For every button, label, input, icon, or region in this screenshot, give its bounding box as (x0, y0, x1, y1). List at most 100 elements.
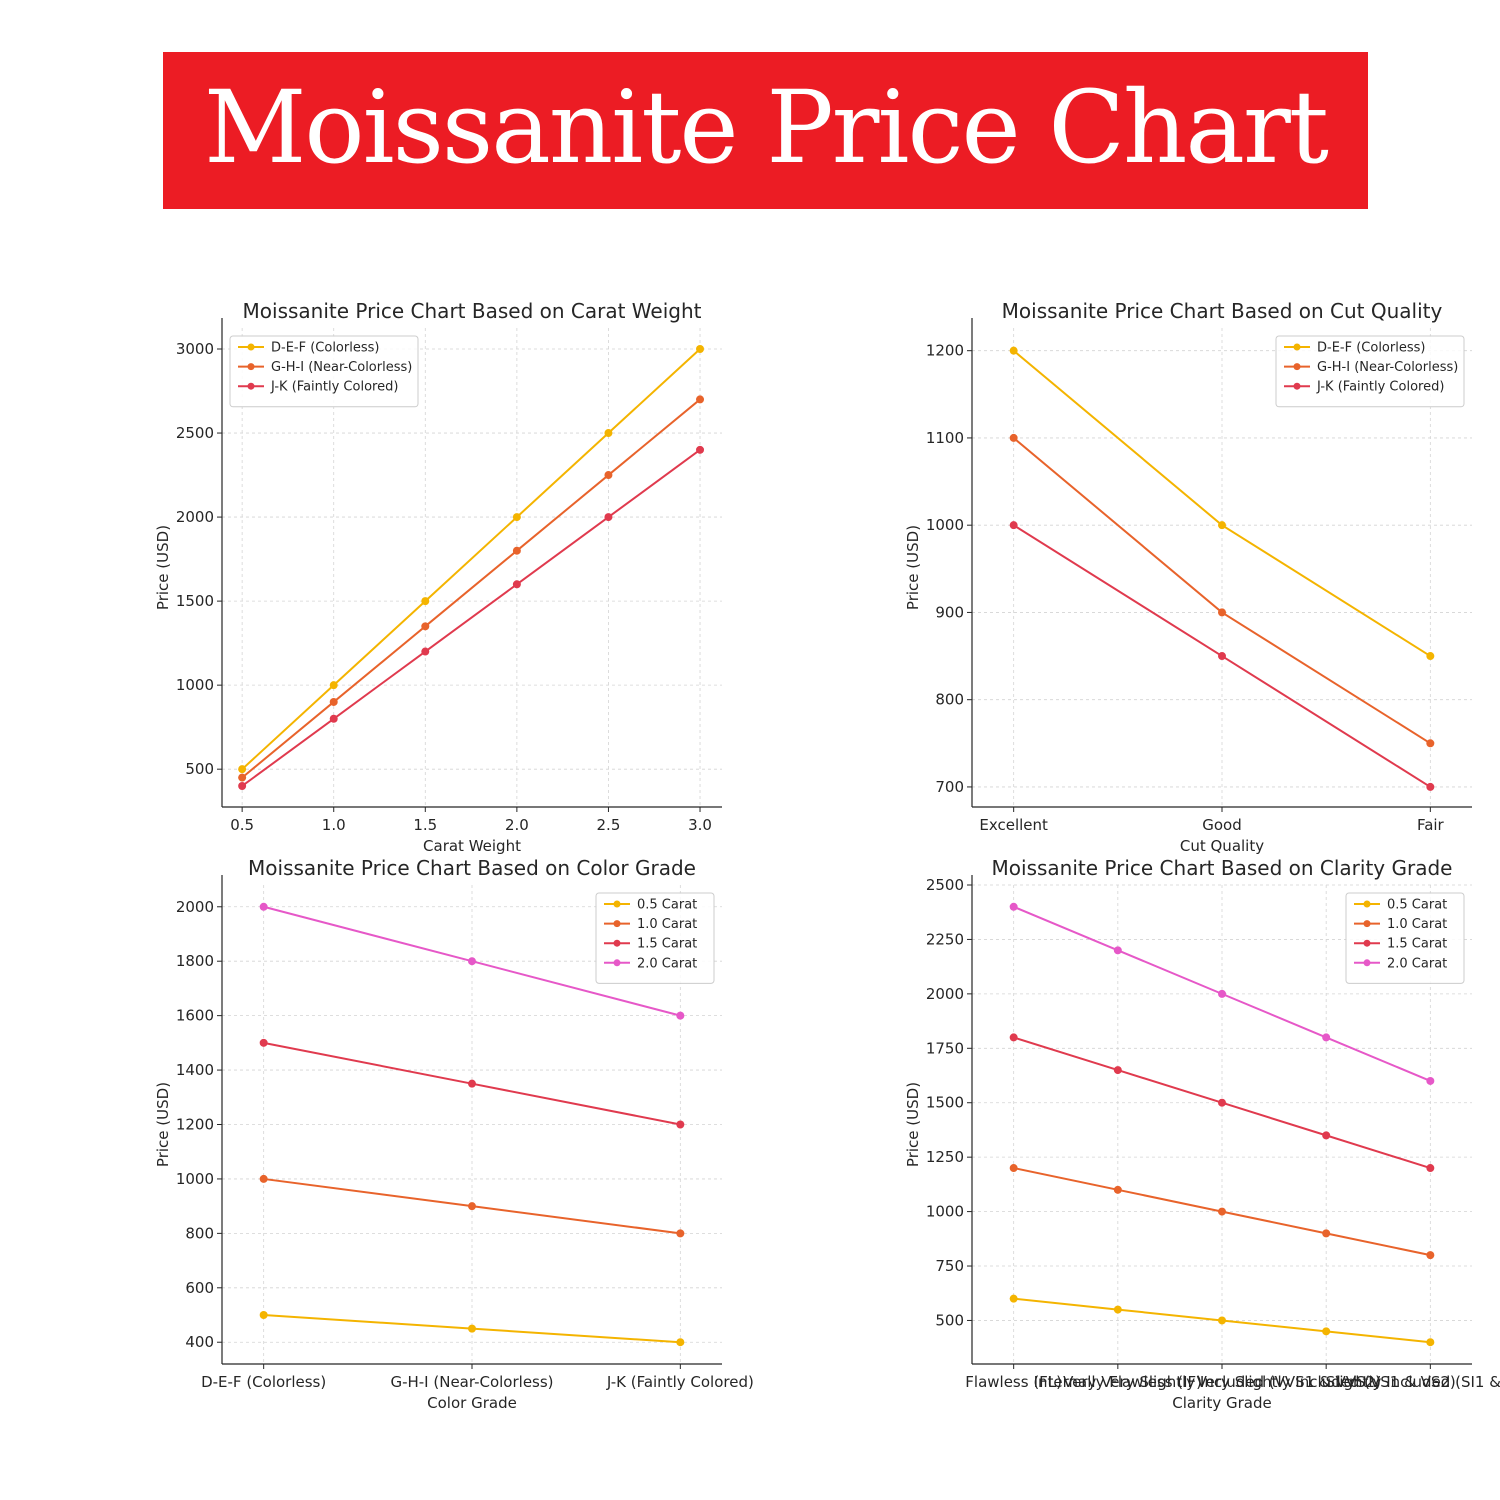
chart-legend: 0.5 Carat 1.0 Carat 1.5 Carat 2.0 Carat (595, 892, 715, 984)
y-tick-label: 3000 (176, 340, 214, 358)
legend-marker (613, 920, 621, 928)
data-point (1426, 1251, 1435, 1260)
x-tick-label: J-K (Faintly Colored) (606, 1373, 754, 1391)
data-point (1009, 1033, 1018, 1042)
x-axis-label: Clarity Grade (1172, 1394, 1271, 1412)
x-tick-label: 1.5 (413, 816, 437, 834)
data-point (1322, 1229, 1331, 1238)
legend-label: D-E-F (Colorless) (1317, 341, 1425, 356)
y-axis-label: Price (USD) (904, 1082, 922, 1167)
chart-title: Moissanite Price Chart Based on Color Gr… (248, 856, 696, 880)
data-point (1113, 946, 1122, 955)
data-point (676, 1338, 685, 1347)
y-tick-label: 900 (935, 603, 964, 621)
data-point (1009, 346, 1018, 355)
legend-marker (613, 959, 621, 967)
legend-label: G-H-I (Near-Colorless) (271, 360, 412, 375)
legend-marker (1363, 959, 1371, 967)
x-axis-label: Color Grade (427, 1394, 517, 1412)
data-point (1113, 1185, 1122, 1194)
chart-legend: D-E-F (Colorless) G-H-I (Near-Colorless) J… (1275, 335, 1465, 408)
data-point (1218, 1316, 1226, 1325)
legend-label: 2.0 Carat (637, 956, 697, 971)
y-tick-label: 2000 (176, 898, 214, 916)
y-tick-label: 750 (935, 1257, 964, 1275)
data-point (512, 546, 521, 555)
x-tick-label: 0.5 (230, 816, 254, 834)
carat-weight-chart: Moissanite Price Chart Based on Carat We… (154, 299, 722, 855)
x-tick-label: 2.0 (505, 816, 529, 834)
data-point (421, 622, 430, 631)
title-banner: Moissanite Price Chart (163, 52, 1368, 209)
y-tick-label: 700 (935, 778, 964, 796)
data-point (259, 1174, 268, 1183)
data-point (1322, 1131, 1331, 1140)
y-tick-label: 800 (185, 1224, 214, 1242)
data-point (1218, 989, 1226, 998)
data-point (676, 1120, 685, 1129)
y-tick-label: 1000 (926, 1203, 964, 1221)
data-point (1426, 652, 1435, 661)
data-point (238, 781, 247, 790)
legend-marker (1363, 920, 1371, 928)
chart-legend: 0.5 Carat 1.0 Carat 1.5 Carat 2.0 Carat (1345, 892, 1465, 984)
data-point (512, 580, 521, 589)
legend-box (1275, 335, 1465, 408)
data-point (1218, 652, 1226, 661)
legend-label: J-K (Faintly Colored) (270, 380, 398, 395)
x-tick-label: Very Slightly Included (VS1 & VS2) (1197, 1373, 1456, 1391)
legend-label: 0.5 Carat (1387, 898, 1447, 913)
data-point (329, 681, 338, 690)
series-line (241, 348, 701, 770)
data-point (1218, 1098, 1226, 1107)
y-tick-label: 1500 (176, 592, 214, 610)
legend-label: 1.0 Carat (1387, 917, 1447, 932)
y-tick-label: 1250 (926, 1148, 964, 1166)
legend-marker (247, 343, 255, 351)
data-point (259, 1038, 268, 1047)
y-tick-label: 600 (185, 1279, 214, 1297)
y-tick-label: 1400 (176, 1061, 214, 1079)
legend-label: 2.0 Carat (1387, 956, 1447, 971)
data-point (696, 445, 705, 454)
data-point (1218, 521, 1226, 530)
cut-quality-chart: Moissanite Price Chart Based on Cut Qual… (904, 299, 1472, 855)
data-point (512, 513, 521, 522)
x-tick-label: 3.0 (688, 816, 712, 834)
legend-marker (1293, 382, 1301, 390)
y-axis-label: Price (USD) (154, 525, 172, 610)
data-point (421, 597, 430, 606)
data-point (1009, 1294, 1018, 1303)
legend-label: 1.5 Carat (1387, 937, 1447, 952)
data-point (259, 1311, 268, 1320)
legend-marker (613, 900, 621, 908)
legend-box (595, 892, 715, 984)
x-tick-label: 2.5 (597, 816, 621, 834)
y-tick-label: 800 (935, 691, 964, 709)
legend-label: D-E-F (Colorless) (271, 341, 379, 356)
data-point (238, 773, 247, 782)
data-point (676, 1229, 685, 1238)
x-tick-label: Good (1202, 816, 1242, 834)
y-tick-label: 1750 (926, 1039, 964, 1057)
x-tick-label: Excellent (979, 816, 1048, 834)
x-tick-label: Flawless (FL) (965, 1373, 1062, 1391)
legend-label: 1.0 Carat (637, 917, 697, 932)
data-point (676, 1011, 685, 1020)
data-point (468, 1202, 476, 1211)
data-point (1009, 521, 1018, 530)
x-tick-label: Slightly Included (SI1 & SI2) (1326, 1373, 1500, 1391)
legend-label: 0.5 Carat (637, 898, 697, 913)
y-axis-label: Price (USD) (154, 1082, 172, 1167)
x-tick-label: D-E-F (Colorless) (201, 1373, 326, 1391)
legend-marker (1363, 939, 1371, 947)
y-tick-label: 2000 (176, 508, 214, 526)
y-axis-label: Price (USD) (904, 525, 922, 610)
y-tick-label: 500 (935, 1311, 964, 1329)
y-tick-label: 400 (185, 1333, 214, 1351)
data-point (468, 1079, 476, 1088)
data-point (1426, 739, 1435, 748)
data-point (1009, 902, 1018, 911)
color-grade-chart: Moissanite Price Chart Based on Color Gr… (154, 856, 754, 1412)
data-point (1218, 608, 1226, 617)
